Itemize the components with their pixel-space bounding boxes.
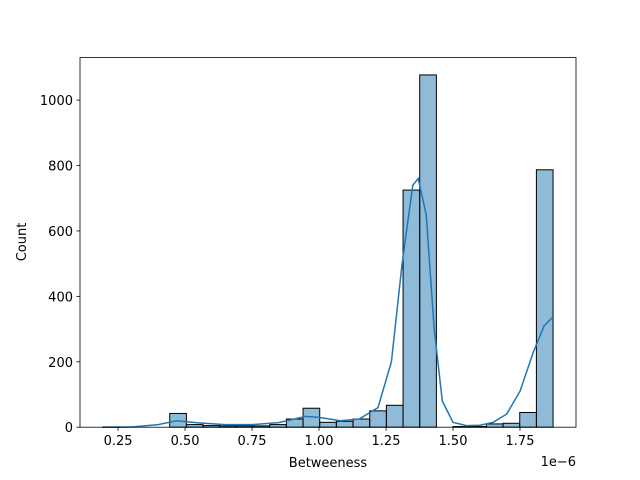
x-tick-label: 1.00 xyxy=(305,434,334,449)
x-tick-label: 1.25 xyxy=(372,434,401,449)
histogram-bar xyxy=(502,422,521,428)
histogram-bar xyxy=(369,410,387,428)
x-offset-label: 1e−6 xyxy=(541,455,576,470)
histogram-bar xyxy=(319,421,337,428)
x-tick-label: 0.75 xyxy=(238,434,267,449)
y-axis-label: Count xyxy=(15,223,30,262)
histogram-bar xyxy=(402,189,421,428)
x-tick-label: 0.25 xyxy=(104,434,133,449)
histogram-bar xyxy=(352,418,371,428)
y-tick-label: 200 xyxy=(48,356,73,371)
kde-line xyxy=(101,176,553,428)
histogram-bar xyxy=(519,411,537,428)
histogram-bar xyxy=(485,423,504,428)
y-tick-label: 1000 xyxy=(40,94,73,109)
histogram-bar xyxy=(535,169,554,428)
histogram-bar xyxy=(385,404,404,428)
y-tick-label: 600 xyxy=(48,225,73,240)
plot-frame xyxy=(79,57,577,428)
y-tick-label: 0 xyxy=(65,421,73,436)
y-tick-label: 800 xyxy=(48,160,73,175)
x-tick-label: 1.50 xyxy=(439,434,468,449)
histogram-bar xyxy=(335,420,354,428)
x-tick-label: 0.50 xyxy=(171,434,200,449)
x-axis-label: Betweeness xyxy=(289,456,368,471)
x-tick-label: 1.75 xyxy=(506,434,535,449)
y-tick-label: 400 xyxy=(48,290,73,305)
